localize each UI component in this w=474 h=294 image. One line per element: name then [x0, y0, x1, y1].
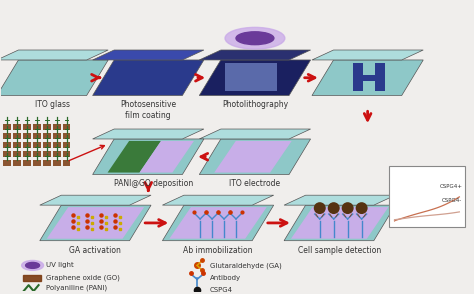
- Polygon shape: [108, 141, 161, 173]
- Polygon shape: [92, 129, 204, 139]
- Polygon shape: [13, 142, 21, 148]
- Polygon shape: [312, 50, 423, 60]
- Polygon shape: [23, 124, 31, 130]
- Polygon shape: [23, 275, 41, 281]
- Polygon shape: [23, 160, 31, 166]
- Polygon shape: [23, 142, 31, 148]
- Polygon shape: [43, 160, 51, 166]
- Polygon shape: [139, 141, 194, 173]
- Text: Photolithography: Photolithography: [222, 101, 288, 109]
- Polygon shape: [3, 151, 11, 157]
- Polygon shape: [358, 75, 384, 81]
- Polygon shape: [63, 151, 71, 157]
- Polygon shape: [374, 63, 384, 91]
- Text: Graphene oxide (GO): Graphene oxide (GO): [46, 275, 119, 281]
- Polygon shape: [92, 139, 204, 175]
- Polygon shape: [249, 63, 277, 91]
- Polygon shape: [13, 160, 21, 166]
- Polygon shape: [163, 195, 273, 205]
- Polygon shape: [291, 207, 388, 239]
- Polygon shape: [199, 50, 310, 60]
- Text: Cell sample detection: Cell sample detection: [298, 246, 381, 255]
- Circle shape: [328, 202, 340, 214]
- Polygon shape: [92, 50, 204, 60]
- FancyBboxPatch shape: [389, 166, 465, 227]
- Polygon shape: [199, 129, 310, 139]
- Ellipse shape: [22, 260, 44, 270]
- Polygon shape: [40, 195, 151, 205]
- Ellipse shape: [225, 27, 285, 49]
- Polygon shape: [33, 124, 41, 130]
- Polygon shape: [284, 195, 395, 205]
- Text: UV light: UV light: [46, 263, 73, 268]
- Circle shape: [314, 202, 326, 214]
- Polygon shape: [53, 142, 61, 148]
- Text: CSPG4: CSPG4: [210, 287, 233, 293]
- Polygon shape: [3, 160, 11, 166]
- Polygon shape: [0, 50, 108, 60]
- Text: GA activation: GA activation: [70, 246, 121, 255]
- Polygon shape: [33, 133, 41, 139]
- Polygon shape: [3, 133, 11, 139]
- Polygon shape: [284, 205, 395, 241]
- Ellipse shape: [236, 32, 274, 45]
- Polygon shape: [53, 133, 61, 139]
- Text: Ab immobilization: Ab immobilization: [183, 246, 253, 255]
- Polygon shape: [63, 133, 71, 139]
- Polygon shape: [43, 124, 51, 130]
- Polygon shape: [225, 63, 253, 91]
- Polygon shape: [23, 151, 31, 157]
- Polygon shape: [43, 142, 51, 148]
- Text: PANI@GO deposition: PANI@GO deposition: [114, 179, 193, 188]
- Polygon shape: [92, 60, 204, 96]
- Polygon shape: [163, 205, 273, 241]
- Polygon shape: [33, 151, 41, 157]
- Polygon shape: [13, 133, 21, 139]
- Polygon shape: [33, 160, 41, 166]
- Polygon shape: [53, 151, 61, 157]
- Polygon shape: [63, 160, 71, 166]
- Circle shape: [356, 202, 368, 214]
- Text: Glutaraldehyde (GA): Glutaraldehyde (GA): [210, 262, 282, 269]
- Polygon shape: [23, 133, 31, 139]
- Polygon shape: [199, 139, 310, 175]
- Polygon shape: [47, 207, 144, 239]
- Polygon shape: [43, 151, 51, 157]
- Polygon shape: [214, 141, 292, 173]
- Text: ITO glass: ITO glass: [35, 101, 70, 109]
- Polygon shape: [53, 124, 61, 130]
- Polygon shape: [13, 151, 21, 157]
- Ellipse shape: [26, 263, 40, 268]
- Polygon shape: [13, 124, 21, 130]
- Circle shape: [342, 202, 354, 214]
- Polygon shape: [3, 124, 11, 130]
- Polygon shape: [3, 142, 11, 148]
- Text: Photosensitive
film coating: Photosensitive film coating: [120, 101, 176, 120]
- Polygon shape: [53, 160, 61, 166]
- Polygon shape: [169, 207, 267, 239]
- Polygon shape: [40, 205, 151, 241]
- Text: ITO electrode: ITO electrode: [229, 179, 281, 188]
- Polygon shape: [33, 142, 41, 148]
- Text: Antibody: Antibody: [210, 275, 241, 281]
- Polygon shape: [353, 63, 363, 91]
- Polygon shape: [63, 142, 71, 148]
- Polygon shape: [63, 124, 71, 130]
- Polygon shape: [43, 133, 51, 139]
- Text: CSPG4+: CSPG4+: [439, 184, 462, 189]
- Text: CSPG4-: CSPG4-: [442, 198, 462, 203]
- Text: Polyaniline (PANI): Polyaniline (PANI): [46, 285, 107, 291]
- Polygon shape: [0, 60, 108, 96]
- Polygon shape: [199, 60, 310, 96]
- Polygon shape: [312, 60, 423, 96]
